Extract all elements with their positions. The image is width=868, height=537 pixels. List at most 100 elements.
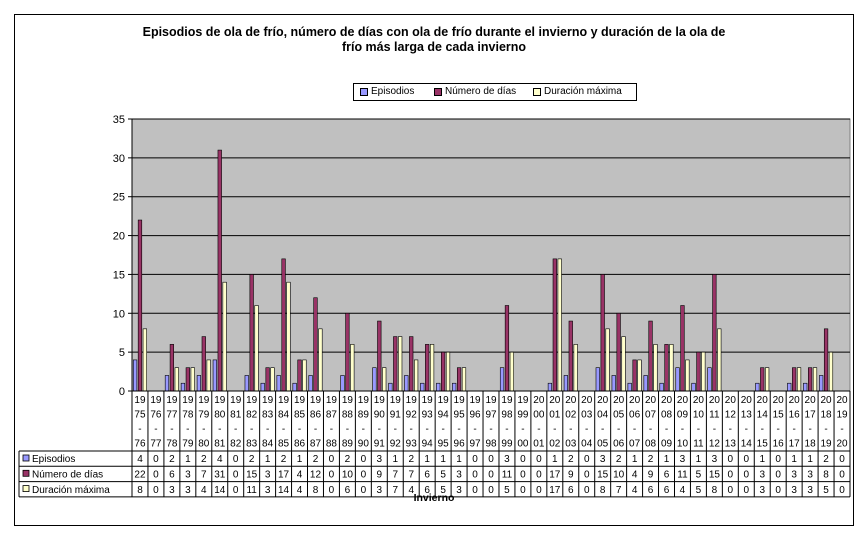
table-cell-0-9: 2 (281, 454, 287, 465)
category-label-31-1: 06 (629, 410, 641, 421)
table-cell-2-43: 5 (823, 485, 829, 496)
chart-frame: Episodios de ola de frío, número de días… (14, 14, 854, 526)
table-cell-2-36: 8 (712, 485, 718, 496)
table-cell-1-20: 3 (456, 469, 462, 480)
category-label-11-3: 87 (310, 439, 322, 450)
table-cell-2-39: 3 (759, 485, 765, 496)
bar-s0-34 (675, 367, 680, 392)
category-label-41-2: - (792, 424, 795, 435)
category-label-4-2: - (202, 424, 205, 435)
table-cell-0-36: 3 (712, 454, 718, 465)
bar-s1-4 (201, 336, 206, 392)
table-cell-2-33: 6 (664, 485, 670, 496)
bar-s1-16 (393, 336, 398, 392)
category-label-9-1: 84 (278, 410, 290, 421)
bar-s1-18 (425, 344, 430, 392)
bar-s0-41 (787, 382, 792, 392)
table-cell-0-38: 0 (744, 454, 750, 465)
category-label-31-3: 07 (629, 439, 641, 450)
category-label-32-0: 20 (645, 395, 657, 406)
bar-s1-15 (377, 320, 382, 392)
category-label-28-0: 20 (581, 395, 593, 406)
table-cell-1-0: 22 (134, 469, 146, 480)
table-cell-2-37: 0 (728, 485, 734, 496)
bar-s2-0 (142, 328, 147, 392)
category-label-32-2: - (649, 424, 652, 435)
table-cell-2-11: 8 (313, 485, 319, 496)
category-label-14-3: 90 (358, 439, 370, 450)
y-tick-label-7: 35 (113, 114, 125, 126)
category-label-26-1: 01 (549, 410, 561, 421)
table-cell-1-43: 8 (823, 469, 829, 480)
category-label-10-3: 86 (294, 439, 306, 450)
category-label-9-3: 85 (278, 439, 290, 450)
bar-s2-26 (557, 258, 562, 392)
category-label-27-2: - (569, 424, 572, 435)
category-label-15-2: - (378, 424, 381, 435)
table-cell-0-37: 0 (728, 454, 734, 465)
bar-s2-2 (174, 367, 179, 392)
table-cell-0-5: 4 (217, 454, 223, 465)
table-cell-0-39: 1 (759, 454, 765, 465)
table-cell-2-2: 3 (169, 485, 175, 496)
category-label-37-0: 20 (725, 395, 737, 406)
category-label-22-0: 19 (485, 395, 497, 406)
category-label-14-2: - (362, 424, 365, 435)
bar-s1-17 (409, 336, 414, 392)
category-label-21-1: 96 (469, 410, 481, 421)
category-label-33-3: 09 (661, 439, 673, 450)
table-cell-1-14: 0 (361, 469, 367, 480)
chart-svg: 051015202530351975-761976-771977-781978-… (18, 114, 851, 498)
bar-s1-30 (616, 312, 621, 392)
category-label-20-2: - (457, 424, 460, 435)
category-label-41-0: 20 (789, 395, 801, 406)
bar-s1-42 (808, 367, 813, 392)
category-label-37-1: 12 (725, 410, 737, 421)
category-label-25-1: 00 (533, 410, 545, 421)
category-label-42-2: - (808, 424, 811, 435)
bar-s2-36 (717, 328, 722, 392)
category-label-29-1: 04 (597, 410, 609, 421)
category-label-35-2: - (697, 424, 700, 435)
table-cell-1-8: 3 (265, 469, 271, 480)
category-label-28-3: 04 (581, 439, 593, 450)
category-label-12-3: 88 (326, 439, 338, 450)
bar-s2-30 (621, 336, 626, 392)
category-label-24-1: 99 (517, 410, 529, 421)
table-cell-1-6: 0 (233, 469, 239, 480)
category-label-1-0: 19 (150, 395, 162, 406)
category-label-35-0: 20 (693, 395, 705, 406)
y-tick-label-6: 30 (113, 153, 125, 165)
table-cell-0-17: 2 (408, 454, 414, 465)
category-label-33-1: 08 (661, 410, 673, 421)
bar-s2-10 (302, 359, 307, 392)
bar-s2-18 (429, 344, 435, 392)
table-cell-1-2: 6 (169, 469, 175, 480)
category-label-36-2: - (713, 424, 716, 435)
category-label-2-0: 19 (166, 395, 178, 406)
y-tick-label-0: 0 (119, 386, 125, 398)
category-label-13-3: 89 (342, 439, 354, 450)
category-label-39-3: 15 (757, 439, 769, 450)
category-label-12-2: - (330, 424, 333, 435)
bar-s1-7 (249, 274, 254, 392)
table-cell-1-24: 0 (520, 469, 526, 480)
bar-s2-17 (414, 359, 419, 392)
table-cell-2-0: 8 (137, 485, 143, 496)
table-cell-1-42: 3 (807, 469, 813, 480)
category-label-5-2: - (218, 424, 221, 435)
category-label-7-1: 82 (246, 410, 258, 421)
bar-s1-8 (265, 367, 270, 392)
table-cell-1-40: 0 (775, 469, 781, 480)
category-label-6-3: 82 (230, 439, 242, 450)
category-label-9-2: - (282, 424, 285, 435)
category-label-31-2: - (633, 424, 636, 435)
table-cell-1-15: 9 (377, 469, 383, 480)
bar-s2-4 (206, 359, 211, 392)
table-cell-2-38: 0 (744, 485, 750, 496)
table-cell-2-44: 0 (839, 485, 845, 496)
legend-label-episodios: Episodios (371, 86, 415, 97)
bar-s2-19 (445, 351, 451, 392)
table-cell-0-23: 3 (504, 454, 510, 465)
category-label-27-0: 20 (565, 395, 577, 406)
